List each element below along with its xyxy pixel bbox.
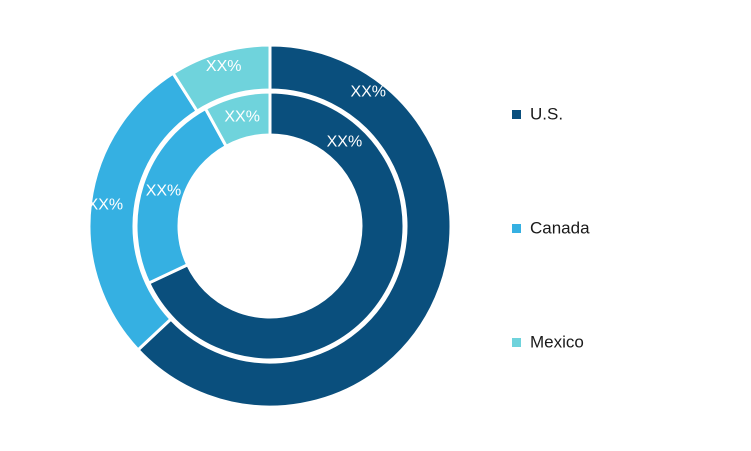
- outer-ring-label-mexico: XX%: [206, 58, 242, 75]
- inner-ring-label-canada: XX%: [146, 183, 182, 200]
- inner-ring-label-mexico: XX%: [224, 109, 260, 126]
- legend-label-canada: Canada: [530, 218, 590, 237]
- inner-ring-slice-us: [146, 90, 406, 362]
- outer-ring-slice-mexico: [170, 43, 272, 114]
- legend-swatch-canada: [512, 224, 521, 233]
- legend-swatch-us: [512, 110, 521, 119]
- legend-item-us: U.S.: [512, 104, 563, 123]
- legend-label-mexico: Mexico: [530, 332, 584, 351]
- outer-ring-label-canada: XX%: [88, 196, 124, 213]
- outer-ring-slice-us: [135, 43, 453, 409]
- legend-swatch-mexico: [512, 338, 521, 347]
- slice-labels: XX% XX% XX% XX% XX% XX%: [88, 58, 387, 214]
- inner-ring-slice-mexico: [203, 90, 272, 149]
- legend-item-mexico: Mexico: [512, 332, 584, 351]
- chart-rings: [87, 43, 453, 409]
- legend: U.S. Canada Mexico: [512, 104, 590, 351]
- legend-label-us: U.S.: [530, 104, 563, 123]
- outer-ring-label-us: XX%: [350, 83, 386, 100]
- legend-item-canada: Canada: [512, 218, 590, 237]
- inner-ring-label-us: XX%: [327, 133, 363, 150]
